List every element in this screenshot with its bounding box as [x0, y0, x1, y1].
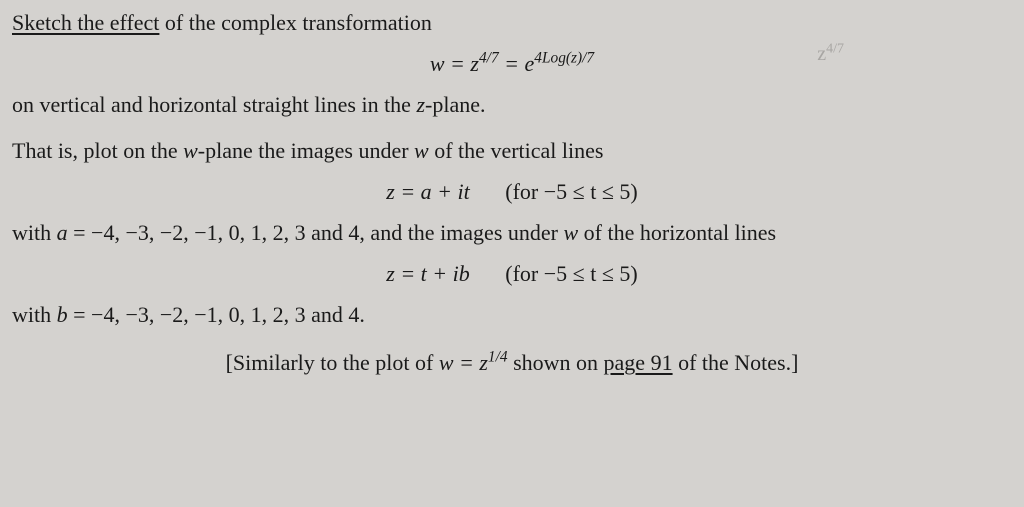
a-values-line: with a = −4, −3, −2, −1, 0, 1, 2, 3 and …: [12, 218, 1012, 249]
line2-pre: on vertical and horizontal straight line…: [12, 92, 416, 117]
line4-pre: with: [12, 220, 57, 245]
intro-rest: of the complex transformation: [159, 10, 431, 35]
line2-post: -plane.: [425, 92, 485, 117]
line5-pre: with: [12, 302, 57, 327]
background-artifact: z4/7: [817, 40, 844, 68]
line4-vals: = −4, −3, −2, −1, 0, 1, 2, 3 and 4, and …: [68, 220, 564, 245]
main-equation: w = z4/7 = e4Log(z)/7: [12, 49, 1012, 80]
intro-line: Sketch the effect of the complex transfo…: [12, 8, 1012, 39]
z-plane-line: on vertical and horizontal straight line…: [12, 90, 1012, 121]
a-var: a: [57, 220, 68, 245]
note-pre: [Similarly to the plot of: [226, 350, 439, 375]
note-line: [Similarly to the plot of w = z1/4 shown…: [12, 348, 1012, 379]
eq-vert-range: (for −5 ≤ t ≤ 5): [505, 179, 637, 204]
vertical-line-eq: z = a + it (for −5 ≤ t ≤ 5): [12, 177, 1012, 208]
eq-horiz: z = t + ib: [386, 261, 469, 286]
eq-lhs: w = z: [430, 51, 479, 76]
line3-post: of the vertical lines: [429, 138, 604, 163]
w-plane-intro: That is, plot on the w-plane the images …: [12, 136, 1012, 167]
eq-exp2: 4Log(z)/7: [534, 49, 594, 66]
w-var-2: w: [414, 138, 429, 163]
w-var-3: w: [563, 220, 578, 245]
eq-vert: z = a + it: [386, 179, 469, 204]
line5-vals: = −4, −3, −2, −1, 0, 1, 2, 3 and 4.: [68, 302, 365, 327]
underlined-instruction: Sketch the effect: [12, 10, 159, 35]
note-post: of the Notes.]: [673, 350, 799, 375]
note-page: page 91: [604, 350, 673, 375]
horizontal-line-eq: z = t + ib (for −5 ≤ t ≤ 5): [12, 259, 1012, 290]
note-mid: shown on: [508, 350, 604, 375]
w-var-1: w: [183, 138, 198, 163]
note-eq-lhs: w = z: [439, 350, 488, 375]
eq-mid: = e: [499, 51, 535, 76]
line3-mid: -plane the images under: [198, 138, 414, 163]
eq-horiz-range: (for −5 ≤ t ≤ 5): [505, 261, 637, 286]
line4-post: of the horizontal lines: [578, 220, 776, 245]
line3-pre: That is, plot on the: [12, 138, 183, 163]
z-var: z: [416, 92, 425, 117]
eq-exp1: 4/7: [479, 49, 499, 66]
b-var: b: [57, 302, 68, 327]
note-eq-exp: 1/4: [488, 349, 508, 366]
b-values-line: with b = −4, −3, −2, −1, 0, 1, 2, 3 and …: [12, 300, 1012, 331]
